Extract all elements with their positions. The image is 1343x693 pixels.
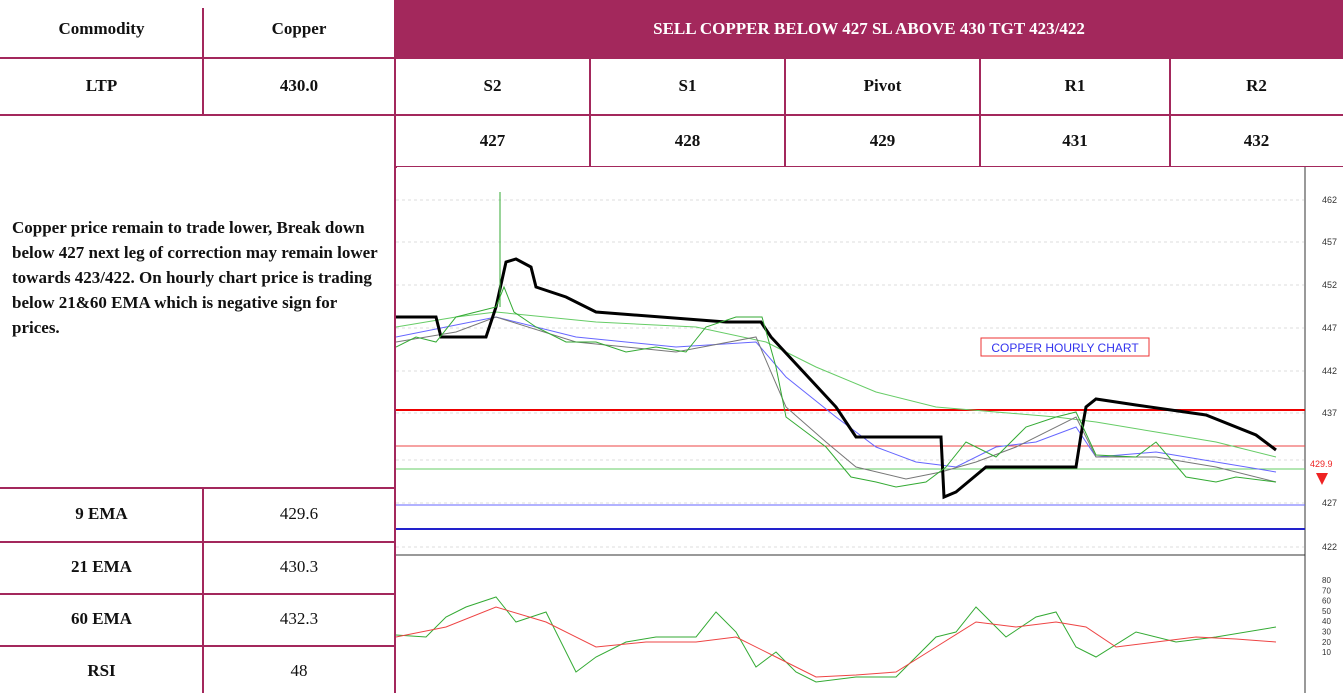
border xyxy=(0,645,395,647)
grid xyxy=(396,199,1304,548)
level-value: 431 xyxy=(1062,131,1088,150)
price-axis-label: 447 xyxy=(1322,323,1337,333)
supertrend xyxy=(396,257,1277,500)
indicator-label: RSI xyxy=(87,661,116,680)
rsi-axis-label: 40 xyxy=(1322,617,1331,626)
price-axis-label: 427 xyxy=(1322,498,1337,508)
indicator-value: 430.3 xyxy=(279,557,319,576)
indicator-value: 48 xyxy=(290,661,308,680)
price-axis-label: 437 xyxy=(1322,408,1337,418)
border xyxy=(202,487,204,693)
level-header: S2 xyxy=(483,76,502,95)
rsi-axis-label: 20 xyxy=(1322,638,1331,647)
border xyxy=(0,57,1343,59)
border xyxy=(0,593,395,595)
price-axis-label: 457 xyxy=(1322,237,1337,247)
border xyxy=(0,487,395,489)
commodity: Copper xyxy=(271,18,327,38)
rsi-axis-label: 60 xyxy=(1322,597,1331,606)
commodity-label: Commodity xyxy=(58,18,145,38)
price-trace xyxy=(396,285,1277,488)
ltp-label: LTP xyxy=(85,76,118,95)
rsi-axis-label: 30 xyxy=(1322,628,1331,637)
border xyxy=(589,57,591,167)
level-header: Pivot xyxy=(863,76,902,95)
chart-label: COPPER HOURLY CHART xyxy=(991,341,1139,355)
price-axis-label: 422 xyxy=(1322,542,1337,552)
rsi-signal xyxy=(396,606,1277,678)
price-axis-label: 442 xyxy=(1322,366,1337,376)
indicator-label: 9 EMA xyxy=(75,504,128,523)
border xyxy=(394,0,396,693)
level-header: S1 xyxy=(678,76,697,95)
indicator-value: 429.6 xyxy=(279,504,319,523)
rsi-axis-label: 10 xyxy=(1322,648,1331,657)
ema-60 xyxy=(396,311,1277,458)
price-axis-label: 452 xyxy=(1322,280,1337,290)
rsi-axis-label: 70 xyxy=(1322,586,1331,595)
indicator-label: 21 EMA xyxy=(71,557,132,576)
price-arrow xyxy=(1316,473,1328,485)
signal-banner: SELL COPPER BELOW 427 SL ABOVE 430 TGT 4… xyxy=(395,0,1343,57)
rsi-axis-label: 80 xyxy=(1322,576,1331,585)
level-header: R1 xyxy=(1064,76,1086,95)
chart-label-box xyxy=(980,337,1150,357)
level-header: R2 xyxy=(1246,76,1267,95)
rsi-axis-label: 50 xyxy=(1322,607,1331,616)
ema-9 xyxy=(396,316,1277,483)
border xyxy=(979,57,981,167)
indicator-value: 432.3 xyxy=(279,609,319,628)
border xyxy=(0,541,395,543)
border xyxy=(1169,57,1171,167)
level-value: 428 xyxy=(674,131,701,150)
indicator-label: 60 EMA xyxy=(71,609,132,628)
ltp-value: 430.0 xyxy=(279,76,319,95)
level-value: 432 xyxy=(1243,131,1270,150)
level-value: 429 xyxy=(869,131,896,150)
ema-21 xyxy=(396,316,1277,473)
level-value: 427 xyxy=(479,131,506,150)
price-axis-label: 462 xyxy=(1322,195,1337,205)
chart-bg xyxy=(397,167,1343,693)
border xyxy=(0,114,1343,116)
border xyxy=(784,57,786,167)
hourly-chart: COPPER HOURLY CHART 429.9 462 457 452 447 442 4… xyxy=(396,167,1343,693)
commentary: Copper price remain to trade lower, Brea… xyxy=(12,218,378,337)
border xyxy=(202,8,204,115)
price-marker: 429.9 xyxy=(1310,459,1333,469)
